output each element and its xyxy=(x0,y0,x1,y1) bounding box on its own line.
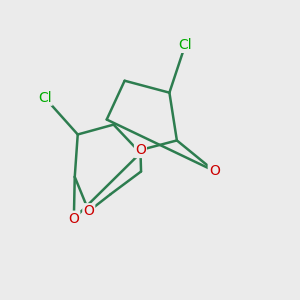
Text: O: O xyxy=(135,143,146,157)
Text: Cl: Cl xyxy=(178,38,192,52)
Text: O: O xyxy=(83,204,94,218)
Text: O: O xyxy=(209,164,220,178)
Text: O: O xyxy=(68,212,79,226)
Text: Cl: Cl xyxy=(38,91,52,105)
